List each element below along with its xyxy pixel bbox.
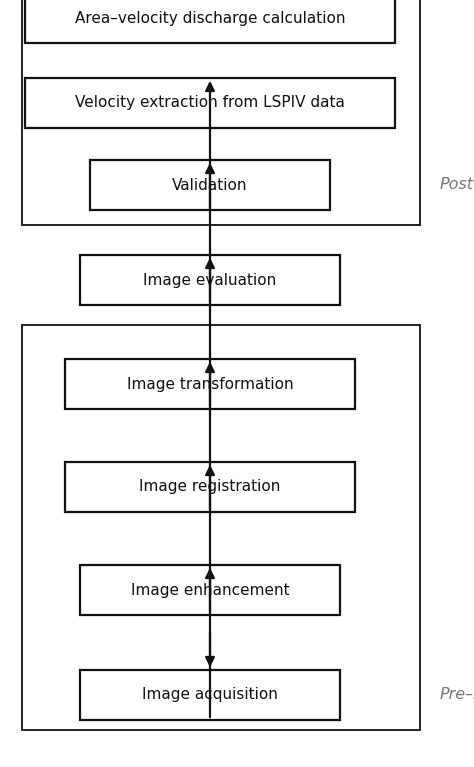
Text: Post–Processing: Post–Processing bbox=[440, 177, 474, 193]
Text: Image acquisition: Image acquisition bbox=[142, 687, 278, 703]
Text: Image registration: Image registration bbox=[139, 479, 281, 495]
Text: Image enhancement: Image enhancement bbox=[131, 582, 289, 597]
Text: Pre–Processing: Pre–Processing bbox=[440, 687, 474, 703]
Text: Velocity extraction from LSPIV data: Velocity extraction from LSPIV data bbox=[75, 96, 345, 110]
Bar bbox=[80, 670, 340, 720]
Bar bbox=[65, 462, 355, 512]
Bar bbox=[25, 0, 395, 43]
Bar bbox=[65, 359, 355, 409]
Bar bbox=[90, 160, 330, 210]
Bar bbox=[80, 565, 340, 615]
Bar bbox=[22, 0, 420, 225]
Text: Validation: Validation bbox=[172, 177, 248, 193]
Bar bbox=[80, 255, 340, 305]
Text: Image transformation: Image transformation bbox=[127, 377, 293, 391]
Bar bbox=[22, 325, 420, 730]
Text: Image evaluation: Image evaluation bbox=[143, 272, 277, 288]
Bar bbox=[25, 78, 395, 128]
Text: Area–velocity discharge calculation: Area–velocity discharge calculation bbox=[75, 11, 345, 25]
